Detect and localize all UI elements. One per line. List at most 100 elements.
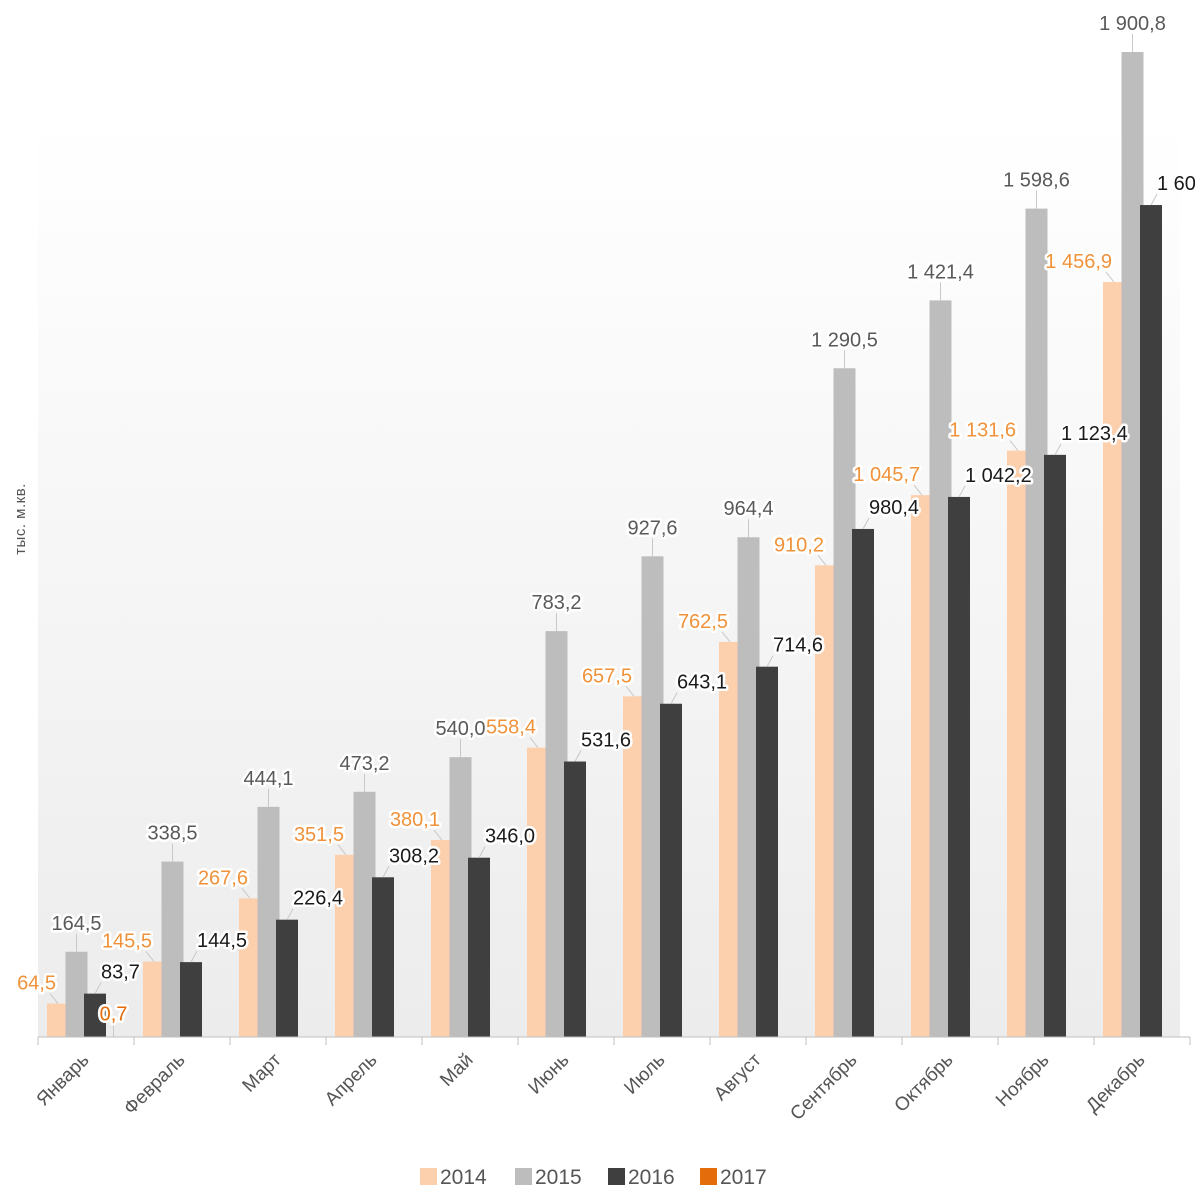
bar-2016-0 xyxy=(84,993,106,1037)
data-label-2014-9: 1 045,7 xyxy=(853,464,920,486)
bar-2016-10 xyxy=(1044,454,1066,1037)
leader-2016-1 xyxy=(190,950,198,963)
y-axis-label: тыс. м.кв. xyxy=(12,483,29,555)
data-label-2016-5: 531,6 xyxy=(581,730,631,752)
data-label-2014-5: 558,4 xyxy=(486,717,536,739)
bar-2016-3 xyxy=(372,877,394,1037)
data-label-2015-10: 1 598,6 xyxy=(1003,170,1070,192)
data-label-2015-6: 927,6 xyxy=(627,517,677,539)
data-label-2014-8: 910,2 xyxy=(774,534,824,556)
data-label-2014-0: 64,5 xyxy=(17,973,56,995)
bar-2015-4 xyxy=(449,757,472,1037)
x-tick-label: Сентябрь xyxy=(786,1050,861,1125)
data-label-2015-2: 444,1 xyxy=(243,768,293,790)
data-label-2015-0: 164,5 xyxy=(51,913,101,935)
data-label-2016-11: 1 605,5 xyxy=(1157,173,1195,195)
bar-2015-0 xyxy=(65,951,88,1037)
leader-2014-1 xyxy=(145,951,155,962)
leader-2016-5 xyxy=(574,750,582,762)
data-label-2014-4: 380,1 xyxy=(390,809,440,831)
x-axis: Январь Февраль Март Апрель Май Июнь Июль Август… xyxy=(33,1036,1191,1125)
bar-2016-2 xyxy=(276,919,298,1037)
leader-2014-0 xyxy=(49,993,59,1004)
bar-2014-3 xyxy=(335,854,357,1037)
data-label-2014-2: 267,6 xyxy=(198,867,248,889)
bar-2014-4 xyxy=(431,840,453,1037)
bar-2015-6 xyxy=(641,556,664,1037)
data-label-2017-0: 0,7 xyxy=(100,1004,128,1026)
leader-2016-2 xyxy=(286,908,294,920)
data-label-2014-1: 145,5 xyxy=(102,931,152,953)
leader-2014-10 xyxy=(1009,440,1019,451)
bar-2015-1 xyxy=(161,861,184,1037)
bar-2014-5 xyxy=(527,747,549,1037)
leader-2016-9 xyxy=(958,485,966,498)
bar-2015-11 xyxy=(1121,52,1144,1037)
leader-2014-3 xyxy=(337,844,347,856)
leader-2014-11 xyxy=(1105,271,1115,283)
bar-2014-6 xyxy=(623,696,645,1037)
x-tick-label: Ноябрь xyxy=(992,1050,1054,1112)
data-label-2015-3: 473,2 xyxy=(339,753,389,775)
legend-label-2017: 2017 xyxy=(720,1166,767,1189)
data-label-2015-9: 1 421,4 xyxy=(907,261,974,283)
legend: 2014 2015 2016 2017 xyxy=(420,1166,767,1189)
data-label-2015-11: 1 900,8 xyxy=(1099,13,1166,35)
bar-2016-7 xyxy=(756,666,778,1037)
data-label-2014-7: 762,5 xyxy=(678,611,728,633)
leader-2014-7 xyxy=(721,631,731,643)
data-label-2014-10: 1 131,6 xyxy=(949,420,1016,442)
data-label-2015-1: 338,5 xyxy=(147,823,197,845)
data-label-2014-3: 351,5 xyxy=(294,824,344,846)
leader-2016-3 xyxy=(382,866,390,878)
leader-2014-5 xyxy=(529,737,539,748)
bar-2016-9 xyxy=(948,496,970,1038)
x-tick-label: Апрель xyxy=(321,1050,381,1110)
data-label-2016-1: 144,5 xyxy=(197,930,247,952)
x-tick-label: Март xyxy=(239,1049,286,1096)
leader-2016-10 xyxy=(1054,443,1062,456)
x-tick-label: Февраль xyxy=(120,1050,190,1120)
bar-2014-1 xyxy=(143,961,165,1037)
data-label-2014-11: 1 456,9 xyxy=(1045,251,1112,273)
data-labels-layer: 64,5 145,5 267,6 351,5 380,1 558,4 657,5 762,5 9… xyxy=(15,11,1195,1037)
data-label-2016-10: 1 123,4 xyxy=(1061,423,1128,445)
bar-2014-9 xyxy=(911,495,933,1038)
bar-2015-8 xyxy=(833,368,856,1037)
bar-2015-10 xyxy=(1025,208,1048,1038)
leader-2016-8 xyxy=(862,517,870,530)
data-label-2016-7: 714,6 xyxy=(773,635,823,657)
x-tick-label: Май xyxy=(436,1050,477,1091)
bar-2016-1 xyxy=(180,962,202,1037)
leader-2014-4 xyxy=(433,829,443,841)
leader-2016-0 xyxy=(94,982,102,994)
data-label-2016-4: 346,0 xyxy=(485,826,535,848)
leader-2014-9 xyxy=(913,484,923,496)
data-label-2016-3: 308,2 xyxy=(389,845,439,867)
x-tick-label: Декабрь xyxy=(1082,1050,1149,1117)
data-label-2014-6: 657,5 xyxy=(582,665,632,687)
bar-2015-7 xyxy=(737,537,760,1037)
leader-2014-6 xyxy=(625,685,635,697)
data-label-2015-4: 540,0 xyxy=(435,718,485,740)
legend-swatch-2016 xyxy=(608,1168,625,1185)
leader-2014-8 xyxy=(817,555,827,566)
legend-swatch-2014 xyxy=(420,1168,437,1185)
bar-2016-11 xyxy=(1140,205,1162,1038)
legend-swatch-2015 xyxy=(515,1168,532,1185)
bar-2014-0 xyxy=(47,1003,69,1037)
x-tick-label: Июнь xyxy=(525,1050,574,1099)
data-label-2016-0: 83,7 xyxy=(101,962,140,984)
data-label-2015-5: 783,2 xyxy=(531,592,581,614)
bar-2015-5 xyxy=(545,631,568,1037)
data-label-2016-8: 980,4 xyxy=(869,497,919,519)
leader-2016-11 xyxy=(1150,193,1158,206)
x-tick-label: Август xyxy=(710,1049,765,1104)
bar-2015-3 xyxy=(353,791,376,1037)
leader-2016-4 xyxy=(478,846,486,858)
plot-background xyxy=(38,120,1180,1037)
x-tick-label: Январь xyxy=(33,1050,94,1111)
bar-2016-8 xyxy=(852,528,874,1037)
leader-2016-6 xyxy=(670,692,678,704)
